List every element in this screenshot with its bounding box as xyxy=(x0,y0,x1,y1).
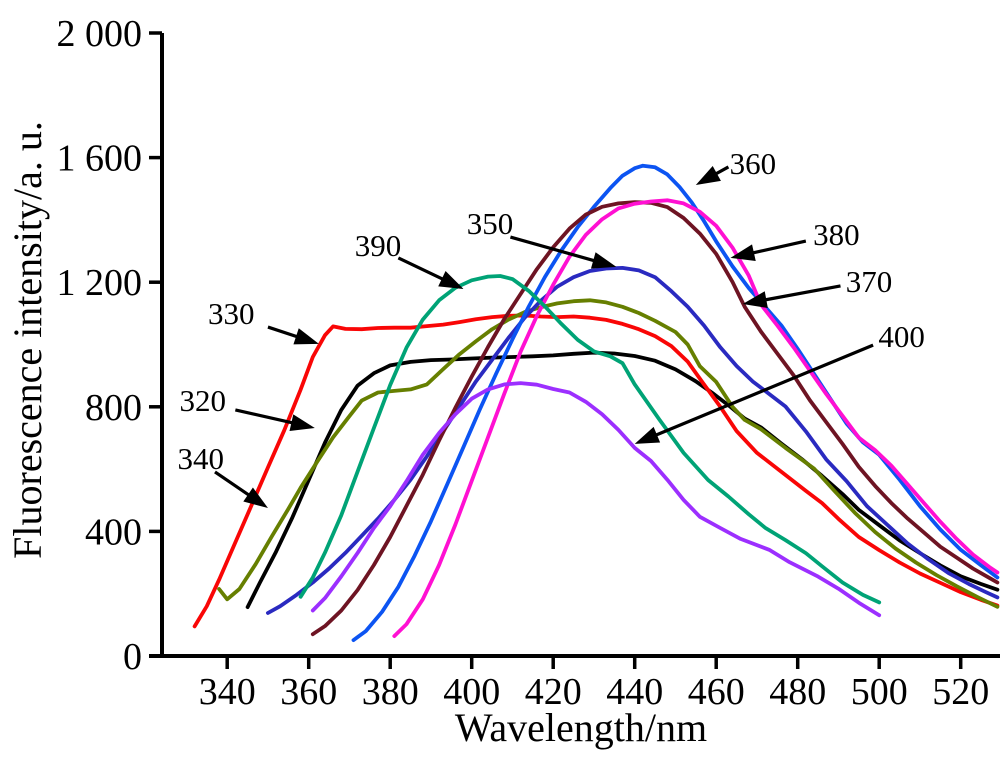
x-tick-label: 500 xyxy=(851,671,908,713)
annotation-label-350: 350 xyxy=(467,206,514,241)
annotation-arrowhead xyxy=(289,414,315,431)
x-tick-label: 460 xyxy=(688,671,745,713)
annotation-label-370: 370 xyxy=(846,264,893,299)
spectrum-curve-390 xyxy=(298,274,882,605)
annotation-label-340: 340 xyxy=(177,441,224,476)
annotation-label-330: 330 xyxy=(208,296,255,331)
annotation-label-380: 380 xyxy=(813,217,860,252)
annotation-label-320: 320 xyxy=(180,383,227,418)
y-tick-label: 1 600 xyxy=(57,138,143,180)
annotation-label-400: 400 xyxy=(878,319,925,354)
x-tick-label: 440 xyxy=(606,671,663,713)
spectrum-curve-380 xyxy=(392,198,1000,638)
annotation-arrow-line xyxy=(509,235,600,264)
y-tick-label: 400 xyxy=(85,511,142,553)
x-tick-label: 360 xyxy=(280,671,337,713)
annotation-arrow-line xyxy=(747,239,807,256)
annotation-label-390: 390 xyxy=(355,228,402,263)
annotation-arrow-line xyxy=(214,470,254,500)
x-tick-label: 420 xyxy=(525,671,582,713)
annotation-arrowhead xyxy=(695,165,721,186)
x-tick-label: 340 xyxy=(199,671,256,713)
annotation-arrow-line xyxy=(234,408,298,426)
spectrum-curve-360 xyxy=(351,163,1000,642)
x-axis-title: Wavelength/nm xyxy=(454,705,708,750)
spectrum-curve-340 xyxy=(217,298,1000,609)
annotation-label-360: 360 xyxy=(730,146,777,181)
spectrum-curve-350 xyxy=(265,265,1000,615)
annotation-arrowhead xyxy=(438,271,464,290)
annotation-arrow-line xyxy=(397,256,448,283)
x-tick-label: 380 xyxy=(362,671,419,713)
y-tick-label: 2 000 xyxy=(57,13,143,55)
annotation-arrow-line xyxy=(760,284,841,303)
annotation-arrowhead xyxy=(730,244,756,261)
x-tick-label: 400 xyxy=(443,671,500,713)
x-tick-label: 480 xyxy=(769,671,826,713)
spectrum-curve-320 xyxy=(245,350,1000,609)
annotation-arrowhead xyxy=(634,426,661,444)
annotation-arrow-line xyxy=(650,343,874,439)
annotation-arrowhead xyxy=(293,328,319,345)
annotation-arrowhead xyxy=(590,252,617,269)
x-tick-label: 520 xyxy=(932,671,989,713)
annotation-arrowhead xyxy=(742,291,768,309)
y-axis-title: Fluorescence intensity/a. u. xyxy=(5,121,50,559)
annotation-arrowhead xyxy=(243,487,268,509)
y-tick-label: 800 xyxy=(85,387,142,429)
y-tick-label: 0 xyxy=(123,636,142,678)
y-tick-label: 1 200 xyxy=(57,262,143,304)
spectrum-curve-400 xyxy=(310,381,882,618)
spectrum-curve-370 xyxy=(310,200,1000,637)
